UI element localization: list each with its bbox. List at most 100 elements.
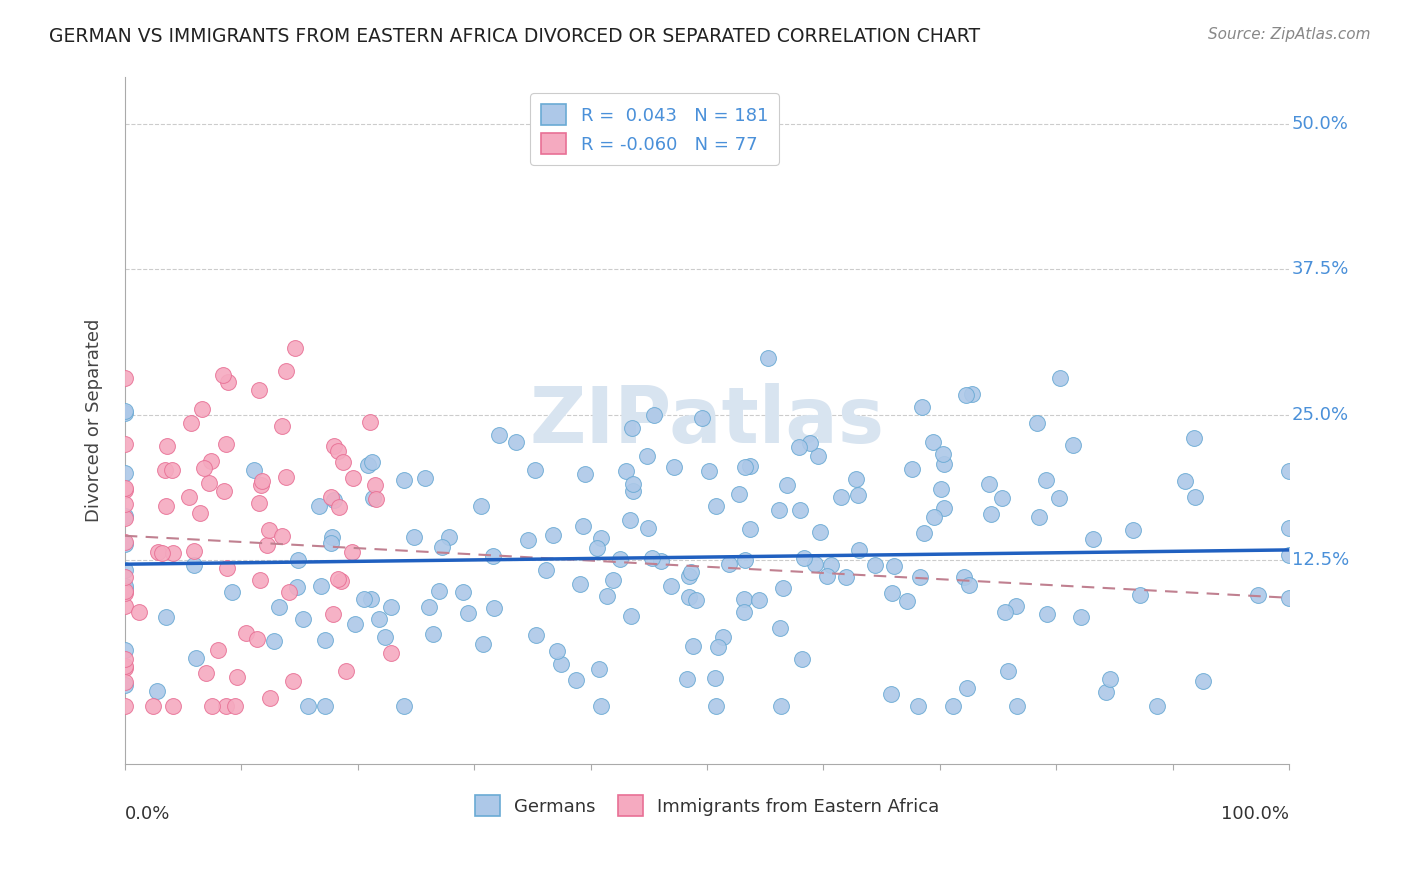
Point xyxy=(114,406,136,420)
Point xyxy=(728,487,751,501)
Point xyxy=(353,591,375,606)
Point xyxy=(769,698,792,713)
Point xyxy=(769,622,792,636)
Point xyxy=(413,471,436,485)
Point xyxy=(863,558,886,573)
Point xyxy=(596,589,619,603)
Point xyxy=(437,530,460,544)
Point xyxy=(359,415,381,429)
Point xyxy=(146,545,169,559)
Point xyxy=(114,483,136,497)
Point xyxy=(960,387,983,401)
Point xyxy=(756,351,779,365)
Point xyxy=(114,582,136,596)
Point xyxy=(114,652,136,666)
Point xyxy=(1122,523,1144,537)
Point xyxy=(1049,371,1071,385)
Point xyxy=(308,499,330,513)
Y-axis label: Divorced or Separated: Divorced or Separated xyxy=(86,319,103,523)
Point xyxy=(114,677,136,691)
Point xyxy=(321,490,343,504)
Point xyxy=(114,537,136,551)
Point xyxy=(1174,475,1197,489)
Point xyxy=(270,529,292,543)
Point xyxy=(922,435,945,450)
Point xyxy=(1094,684,1116,698)
Point xyxy=(114,437,136,451)
Point xyxy=(114,481,136,495)
Point xyxy=(997,664,1019,678)
Point xyxy=(589,532,612,546)
Point xyxy=(1005,698,1028,713)
Point xyxy=(215,698,238,713)
Point xyxy=(114,661,136,675)
Point xyxy=(707,640,730,654)
Point xyxy=(259,523,281,537)
Point xyxy=(343,617,366,632)
Point xyxy=(636,449,658,463)
Point xyxy=(394,473,416,487)
Point xyxy=(980,508,1002,522)
Point xyxy=(342,471,364,485)
Point xyxy=(664,459,686,474)
Point xyxy=(768,503,790,517)
Point xyxy=(692,410,714,425)
Point xyxy=(1035,474,1057,488)
Point xyxy=(740,458,762,473)
Point xyxy=(880,687,903,701)
Point xyxy=(523,463,546,477)
Point xyxy=(191,402,214,417)
Point xyxy=(328,500,350,514)
Point xyxy=(488,428,510,442)
Point xyxy=(1278,521,1301,535)
Point xyxy=(1247,589,1270,603)
Text: 37.5%: 37.5% xyxy=(1292,260,1348,278)
Point xyxy=(114,599,136,613)
Point xyxy=(162,546,184,560)
Point xyxy=(155,500,177,514)
Point xyxy=(364,478,387,492)
Legend: Germans, Immigrants from Eastern Africa: Germans, Immigrants from Eastern Africa xyxy=(467,789,946,823)
Point xyxy=(212,368,235,382)
Text: 0.0%: 0.0% xyxy=(125,805,170,823)
Point xyxy=(505,434,527,449)
Point xyxy=(1026,416,1049,430)
Point xyxy=(550,657,572,671)
Point xyxy=(830,490,852,504)
Point xyxy=(292,612,315,626)
Point xyxy=(114,674,136,689)
Point xyxy=(957,578,980,592)
Point xyxy=(114,371,136,385)
Point xyxy=(621,420,644,434)
Point xyxy=(569,577,592,591)
Point xyxy=(323,439,346,453)
Point xyxy=(676,672,699,686)
Point xyxy=(150,546,173,560)
Point xyxy=(271,419,294,434)
Point xyxy=(114,586,136,600)
Point xyxy=(328,572,350,586)
Point xyxy=(319,535,342,549)
Point xyxy=(274,363,297,377)
Point xyxy=(246,632,269,646)
Point xyxy=(807,450,830,464)
Point xyxy=(1192,674,1215,689)
Point xyxy=(314,698,336,713)
Point xyxy=(322,493,344,508)
Point xyxy=(160,463,183,477)
Point xyxy=(697,464,720,478)
Point xyxy=(114,570,136,584)
Point xyxy=(614,464,637,478)
Point xyxy=(602,574,624,588)
Point xyxy=(534,563,557,577)
Text: 100.0%: 100.0% xyxy=(1222,805,1289,823)
Point xyxy=(156,439,179,453)
Point xyxy=(193,461,215,475)
Point xyxy=(201,698,224,713)
Point xyxy=(278,584,301,599)
Point xyxy=(772,581,794,595)
Point xyxy=(546,644,568,658)
Point xyxy=(718,557,741,571)
Point xyxy=(1035,607,1057,621)
Point xyxy=(482,549,505,564)
